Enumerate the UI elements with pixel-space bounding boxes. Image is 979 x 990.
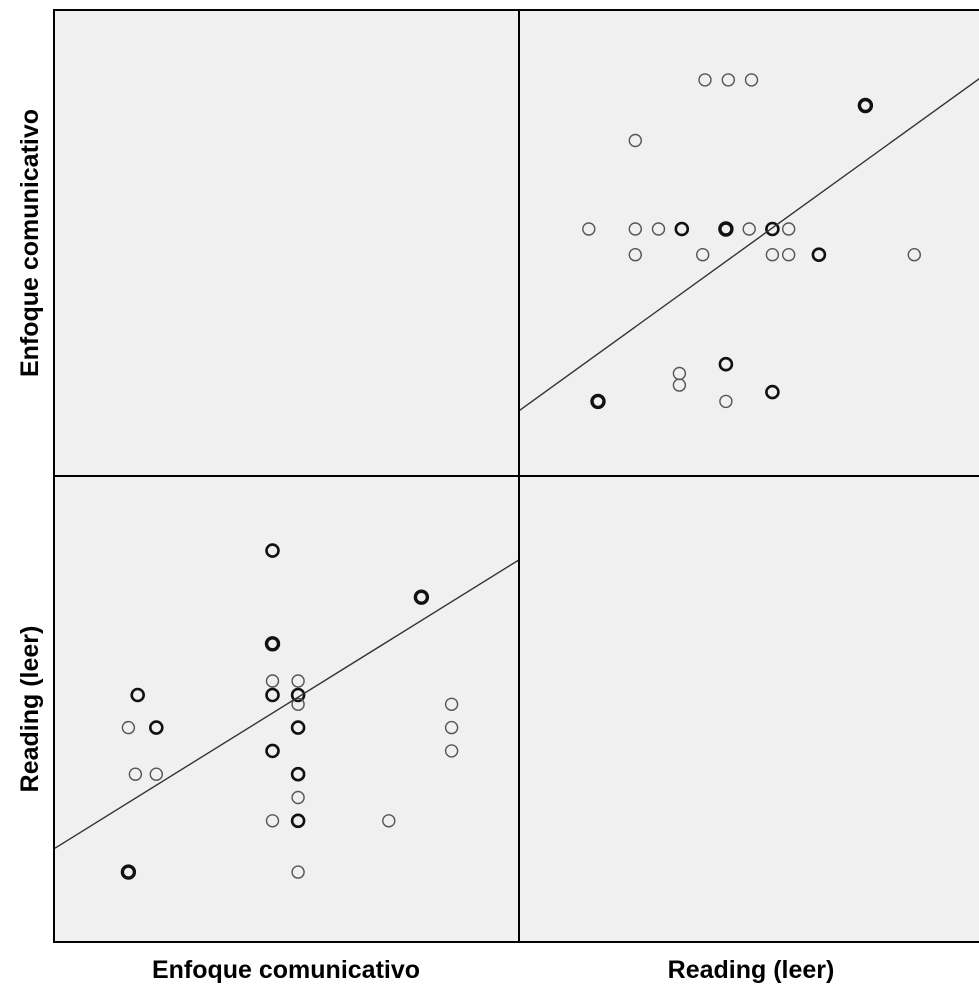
scatter-point-p1-21 xyxy=(698,73,712,87)
scatter-point-p0-5 xyxy=(149,767,164,781)
scatter-point-p1-3 xyxy=(719,394,733,409)
scatter-point-p1-16 xyxy=(765,247,780,262)
scatter-point-p1-5 xyxy=(765,384,780,400)
scatter-point-p0-24 xyxy=(444,744,459,758)
scatter-point-p0-4 xyxy=(128,767,143,781)
scatter-point-p0-2 xyxy=(121,720,136,735)
scatter-point-p0-14 xyxy=(291,697,305,711)
scatter-point-p1-12 xyxy=(718,221,734,237)
scatter-point-p1-18 xyxy=(811,247,827,262)
x-label-col-0: Enfoque comunicativo xyxy=(152,956,420,984)
scatter-point-p1-24 xyxy=(857,97,874,114)
panel-r1-c0 xyxy=(54,476,519,942)
scatter-point-p1-9 xyxy=(651,222,666,236)
scatter-point-p0-8 xyxy=(265,674,280,688)
scatter-point-p0-15 xyxy=(290,720,306,735)
fit-line-p0 xyxy=(53,559,520,850)
scatter-point-p1-23 xyxy=(744,73,759,87)
scatter-point-p0-7 xyxy=(264,636,281,652)
scatter-point-p0-23 xyxy=(444,720,459,735)
scatter-point-p0-9 xyxy=(265,687,280,703)
scatter-point-p1-7 xyxy=(628,222,642,236)
scatter-point-p0-13 xyxy=(290,687,306,703)
scatter-point-p1-15 xyxy=(782,222,796,236)
scatter-point-p1-14 xyxy=(765,221,780,237)
scatter-point-p1-11 xyxy=(696,247,710,262)
panel-r0-c0 xyxy=(54,10,519,476)
fit-line-p1 xyxy=(518,77,979,412)
scatter-point-p1-17 xyxy=(782,247,796,262)
panel-r1-c1 xyxy=(519,476,979,942)
scatter-point-p0-3 xyxy=(149,720,164,735)
panel-r0-c1 xyxy=(519,10,979,476)
scatter-point-p1-2 xyxy=(672,366,687,381)
scatter-point-p1-0 xyxy=(590,393,606,410)
y-label-row-1: Reading (leer) xyxy=(16,626,44,793)
scatter-point-p1-4 xyxy=(718,356,734,372)
x-label-col-1: Reading (leer) xyxy=(668,956,835,984)
y-label-row-0: Enfoque comunicativo xyxy=(16,109,44,377)
scatter-point-p1-20 xyxy=(628,133,642,148)
scatter-point-p1-22 xyxy=(721,73,735,87)
scatter-point-p0-10 xyxy=(265,743,280,759)
scatter-point-p0-21 xyxy=(413,589,430,605)
scatter-point-p0-12 xyxy=(291,674,305,688)
scatter-point-p1-19 xyxy=(907,247,921,262)
scatter-point-p0-19 xyxy=(291,865,305,879)
scatter-point-p1-13 xyxy=(742,222,756,236)
scatter-point-p0-17 xyxy=(291,790,305,805)
scatter-point-p0-18 xyxy=(290,813,306,829)
scatter-point-p0-20 xyxy=(382,814,396,828)
scatter-point-p0-11 xyxy=(265,814,280,828)
scatter-point-p0-22 xyxy=(444,697,459,711)
scatter-point-p1-8 xyxy=(628,247,642,262)
scatter-point-p1-10 xyxy=(674,221,690,237)
scatter-point-p0-16 xyxy=(290,766,306,782)
scatter-point-p0-6 xyxy=(265,543,280,558)
scatter-point-p0-1 xyxy=(130,687,145,703)
scatter-point-p0-0 xyxy=(120,864,137,880)
scatter-point-p1-6 xyxy=(582,222,596,236)
